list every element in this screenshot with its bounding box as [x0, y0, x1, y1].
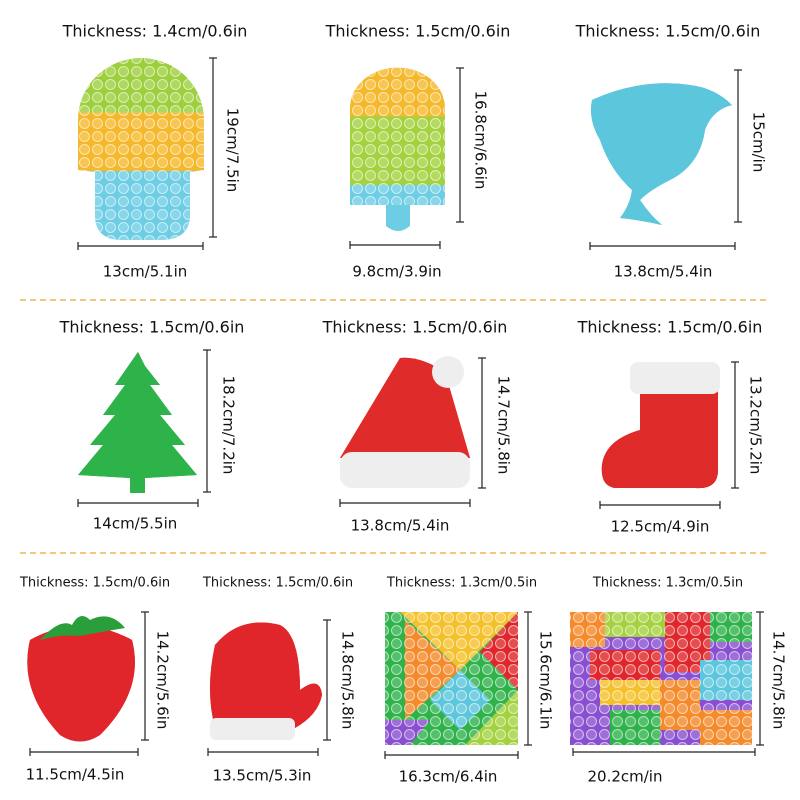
width-label: 12.5cm/4.9in	[611, 518, 710, 536]
thickness-label: Thickness: 1.3cm/0.5in	[386, 576, 537, 591]
mitten-popper	[210, 622, 322, 740]
width-label: 11.5cm/4.5in	[26, 766, 125, 784]
product-item: Thickness: 1.5cm/0.6in 16.8cm/6.6in 9.8cm/…	[325, 22, 511, 281]
thickness-label: Thickness: 1.5cm/0.6in	[325, 22, 511, 41]
product-item: Thickness: 1.5cm/0.6in 13.2cm/5.2in 12.5cm…	[577, 318, 765, 536]
height-label: 14.7cm/5.8in	[495, 376, 513, 475]
width-label: 16.3cm/6.4in	[399, 768, 498, 786]
thickness-label: Thickness: 1.4cm/0.6in	[62, 22, 248, 41]
height-label: 19cm/7.5in	[224, 108, 242, 193]
tangram-popper	[385, 612, 518, 745]
height-label: 14.2cm/5.6in	[154, 631, 172, 730]
stocking-popper	[601, 362, 720, 489]
thickness-label: Thickness: 1.3cm/0.5in	[592, 576, 743, 591]
width-label: 13cm/5.1in	[103, 263, 188, 281]
height-label: 14.8cm/5.8in	[339, 631, 357, 730]
tetris-popper	[570, 612, 752, 745]
thickness-label: Thickness: 1.5cm/0.6in	[202, 576, 353, 591]
popsicle-popper	[350, 67, 445, 232]
thickness-label: Thickness: 1.5cm/0.6in	[19, 576, 170, 591]
height-label: 15cm/in	[750, 112, 768, 173]
separators	[20, 299, 770, 554]
width-label: 13.8cm/5.4in	[351, 517, 450, 535]
product-item: Thickness: 1.5cm/0.6in 14.8cm/5.8in 13.5cm…	[202, 576, 357, 785]
product-item: Thickness: 1.4cm/0.6in 19cm/7.5in 13cm/5.1…	[62, 22, 248, 281]
product-item: Thickness: 1.3cm/0.5in 15.6cm/6.1in 16.3cm…	[384, 576, 555, 786]
santa-hat-popper	[340, 356, 470, 488]
width-label: 9.8cm/3.9in	[352, 263, 441, 281]
thickness-label: Thickness: 1.5cm/0.6in	[322, 318, 508, 337]
strawberry-popper	[27, 616, 135, 742]
product-images	[27, 58, 752, 745]
product-item: Thickness: 1.5cm/0.6in 15cm/in 13.8cm/5.4i…	[575, 22, 768, 281]
product-item: Thickness: 1.5cm/0.6in 18.2cm/7.2in 14cm/5…	[59, 318, 245, 533]
width-label: 14cm/5.5in	[93, 515, 178, 533]
thickness-label: Thickness: 1.5cm/0.6in	[577, 318, 763, 337]
width-label: 13.5cm/5.3in	[213, 767, 312, 785]
skull-popper	[78, 58, 204, 240]
height-label: 14.7cm/5.8in	[770, 631, 788, 730]
height-label: 16.8cm/6.6in	[472, 91, 490, 190]
height-label: 15.6cm/6.1in	[537, 631, 555, 730]
width-label: 20.2cm/in	[588, 768, 663, 786]
height-label: 13.2cm/5.2in	[747, 376, 765, 475]
width-label: 13.8cm/5.4in	[614, 263, 713, 281]
thickness-label: Thickness: 1.5cm/0.6in	[575, 22, 761, 41]
product-item: Thickness: 1.3cm/0.5in 14.7cm/5.8in 20.2cm…	[572, 576, 788, 786]
thickness-label: Thickness: 1.5cm/0.6in	[59, 318, 245, 337]
tree-popper	[78, 352, 197, 493]
height-label: 18.2cm/7.2in	[220, 376, 238, 475]
product-item: Thickness: 1.5cm/0.6in 14.7cm/5.8in 13.8cm…	[322, 318, 513, 535]
product-item: Thickness: 1.5cm/0.6in 14.2cm/5.6in 11.5cm…	[19, 576, 172, 784]
dolphin-popper	[591, 83, 732, 225]
